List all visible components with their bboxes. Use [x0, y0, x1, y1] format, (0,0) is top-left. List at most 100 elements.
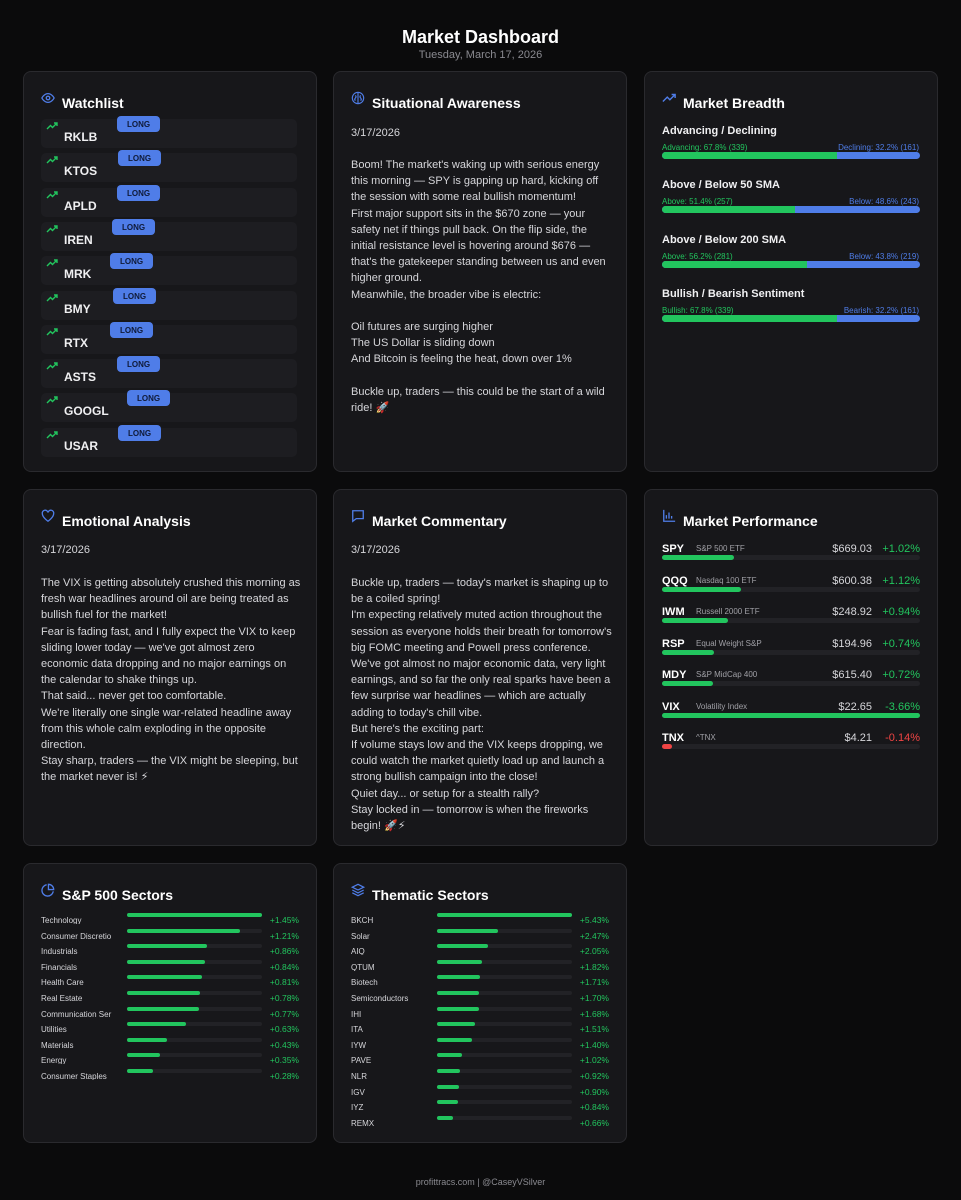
watchlist-item[interactable]: KTOS LONG: [41, 150, 297, 183]
performance-price: $4.21: [844, 732, 872, 744]
sector-bar: [437, 1084, 460, 1089]
performance-symbol: IWM: [662, 606, 685, 618]
page-title: Market Dashboard: [401, 27, 560, 47]
sector-change: +0.77%: [269, 1008, 299, 1019]
breadth-row-title: Advancing / Declining: [662, 125, 777, 137]
breadth-right-label: Bearish: 32.2% (161): [843, 305, 919, 315]
sector-bar-track: [437, 1022, 572, 1027]
watchlist-item[interactable]: RTX LONG: [41, 321, 297, 354]
performance-name: S&P MidCap 400: [696, 670, 758, 679]
performance-bar-track: [662, 618, 920, 623]
trending-up-icon: [46, 259, 58, 267]
performance-name: ^TNX: [696, 733, 716, 742]
sector-row: NLR +0.92%: [351, 1069, 609, 1084]
performance-symbol: MDY: [662, 669, 687, 681]
sector-change: +0.92%: [579, 1071, 609, 1081]
sector-bar: [437, 975, 480, 980]
performance-bar-track: [662, 649, 920, 655]
thematic-title: Thematic Sectors: [351, 883, 489, 903]
watchlist-item[interactable]: IREN LONG: [41, 218, 297, 251]
watchlist-item[interactable]: ASTS LONG: [41, 356, 297, 389]
sector-bar-track: [437, 1084, 572, 1089]
performance-bar: [662, 744, 672, 749]
sector-bar: [127, 913, 262, 917]
watchlist-card: Watchlist RKLB LONG KTOS LONG APLD LONG IREN LO…: [23, 71, 317, 472]
watchlist-item[interactable]: APLD LONG: [41, 184, 297, 217]
sector-bar: [127, 928, 240, 933]
sector-change: +1.45%: [269, 915, 299, 925]
sector-name: Biotech: [351, 978, 378, 987]
sector-change: +0.43%: [269, 1039, 299, 1050]
sector-name: QTUM: [351, 962, 375, 971]
performance-bar: [662, 649, 715, 655]
sector-row: Materials +0.43%: [41, 1037, 299, 1053]
situational-text: Boom! The market's waking up with seriou…: [351, 159, 606, 415]
sector-row: IYZ +0.84%: [351, 1100, 609, 1115]
performance-bar: [662, 681, 713, 686]
sector-bar-track: [127, 1053, 262, 1058]
sector-name: REMX: [351, 1118, 375, 1127]
watchlist-item[interactable]: USAR LONG: [41, 424, 297, 457]
watchlist-item[interactable]: GOOGL LONG: [41, 390, 297, 423]
situational-title: Situational Awareness: [351, 91, 521, 111]
performance-bar: [662, 618, 729, 623]
long-badge: LONG: [110, 253, 154, 270]
long-badge: LONG: [117, 116, 161, 132]
sector-name: PAVE: [351, 1056, 372, 1065]
performance-price: $248.92: [832, 606, 872, 618]
performance-price: $600.38: [832, 574, 872, 587]
page-date: Tuesday, March 17, 2026: [418, 49, 543, 61]
performance-symbol: TNX: [662, 732, 684, 744]
watchlist-item[interactable]: MRK LONG: [41, 253, 297, 286]
sector-change: +5.43%: [579, 915, 609, 925]
ticker-symbol: MRK: [64, 267, 92, 282]
emotional-date: 3/17/2026: [41, 544, 90, 556]
performance-price: $669.03: [832, 543, 872, 555]
long-badge: LONG: [117, 184, 161, 201]
trending-up-icon: [46, 122, 58, 130]
performance-row[interactable]: VIX Volatility Index $22.65 -3.66%: [662, 701, 920, 723]
breadth-bar-fill: [662, 152, 837, 159]
sector-bar: [127, 1022, 186, 1027]
performance-bar: [662, 712, 920, 718]
sector-bar: [437, 1022, 475, 1027]
sector-row: Communication Ser +0.77%: [41, 1006, 299, 1022]
performance-row[interactable]: IWM Russell 2000 ETF $248.92 +0.94%: [662, 606, 920, 628]
sector-name: IGV: [351, 1087, 365, 1096]
sector-row: Energy +0.35%: [41, 1053, 299, 1068]
thematic-card: Thematic Sectors BKCH +5.43% Solar +2.47% AI…: [333, 863, 627, 1143]
long-badge: LONG: [113, 287, 157, 304]
sector-bar-track: [437, 975, 572, 980]
sector-bar: [127, 991, 200, 995]
performance-row[interactable]: RSP Equal Weight S&P $194.96 +0.74%: [662, 638, 920, 660]
breadth-row-title: Bullish / Bearish Sentiment: [662, 287, 805, 300]
sector-bar-track: [127, 1022, 262, 1027]
sector-change: +0.84%: [269, 961, 299, 972]
performance-symbol: SPY: [662, 543, 685, 555]
sector-bar-track: [437, 944, 572, 949]
sector-bar: [437, 1006, 479, 1011]
watchlist-item[interactable]: BMY LONG: [41, 287, 297, 320]
breadth-bar: [662, 206, 920, 214]
sector-name: Materials: [41, 1040, 74, 1049]
performance-price: $615.40: [832, 669, 872, 681]
trending-up-icon: [46, 225, 58, 233]
sector-name: Technology: [41, 916, 82, 924]
breadth-left-label: Bullish: 67.8% (339): [662, 305, 734, 315]
sp500-title: S&P 500 Sectors: [41, 883, 173, 903]
trending-up-icon: [46, 328, 58, 336]
performance-row[interactable]: MDY S&P MidCap 400 $615.40 +0.72%: [662, 669, 920, 691]
performance-change: +0.72%: [882, 669, 920, 681]
performance-change: +1.12%: [882, 574, 920, 587]
performance-row[interactable]: SPY S&P 500 ETF $669.03 +1.02%: [662, 543, 920, 565]
performance-row[interactable]: TNX ^TNX $4.21 -0.14%: [662, 732, 920, 754]
performance-name: S&P 500 ETF: [696, 544, 745, 553]
breadth-title: Market Breadth: [662, 93, 785, 111]
performance-price: $194.96: [832, 637, 872, 650]
breadth-bar: [662, 314, 920, 322]
performance-row[interactable]: QQQ Nasdaq 100 ETF $600.38 +1.12%: [662, 575, 920, 597]
watchlist-item[interactable]: RKLB LONG: [41, 116, 297, 148]
breadth-row-title: Above / Below 200 SMA: [662, 233, 787, 246]
sector-bar: [437, 959, 483, 964]
sector-bar-track: [437, 1100, 572, 1105]
